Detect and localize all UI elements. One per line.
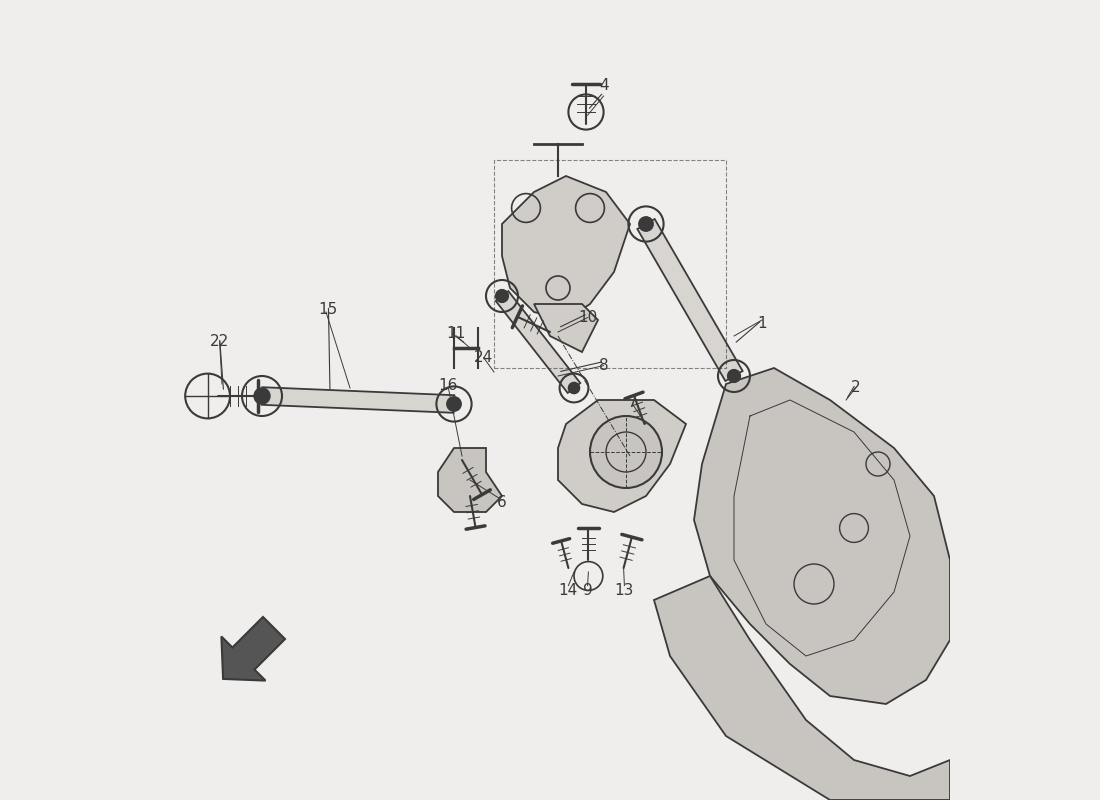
Text: 24: 24: [474, 350, 493, 365]
Polygon shape: [637, 219, 743, 381]
Text: 6: 6: [497, 495, 507, 510]
Polygon shape: [438, 448, 502, 512]
Text: 9: 9: [583, 583, 593, 598]
Text: 15: 15: [319, 302, 338, 317]
Text: 8: 8: [598, 358, 608, 373]
Text: 1: 1: [757, 317, 767, 331]
Text: 7: 7: [628, 395, 637, 410]
Circle shape: [569, 382, 580, 394]
Polygon shape: [654, 576, 950, 800]
Polygon shape: [694, 368, 950, 704]
Circle shape: [254, 388, 270, 404]
Text: 10: 10: [578, 310, 597, 325]
Text: 11: 11: [447, 326, 466, 341]
Circle shape: [447, 397, 461, 411]
Text: 22: 22: [210, 334, 229, 349]
Text: 4: 4: [598, 78, 608, 93]
Text: 13: 13: [615, 583, 634, 598]
Circle shape: [727, 370, 740, 382]
Polygon shape: [496, 291, 581, 393]
Text: 16: 16: [439, 378, 458, 393]
Polygon shape: [262, 387, 454, 413]
Polygon shape: [558, 400, 686, 512]
Circle shape: [496, 290, 508, 302]
Polygon shape: [534, 304, 598, 352]
Circle shape: [590, 416, 662, 488]
Text: 2: 2: [850, 381, 860, 395]
Circle shape: [639, 217, 653, 231]
Polygon shape: [502, 176, 630, 320]
Text: 14: 14: [559, 583, 578, 598]
Polygon shape: [221, 617, 285, 681]
